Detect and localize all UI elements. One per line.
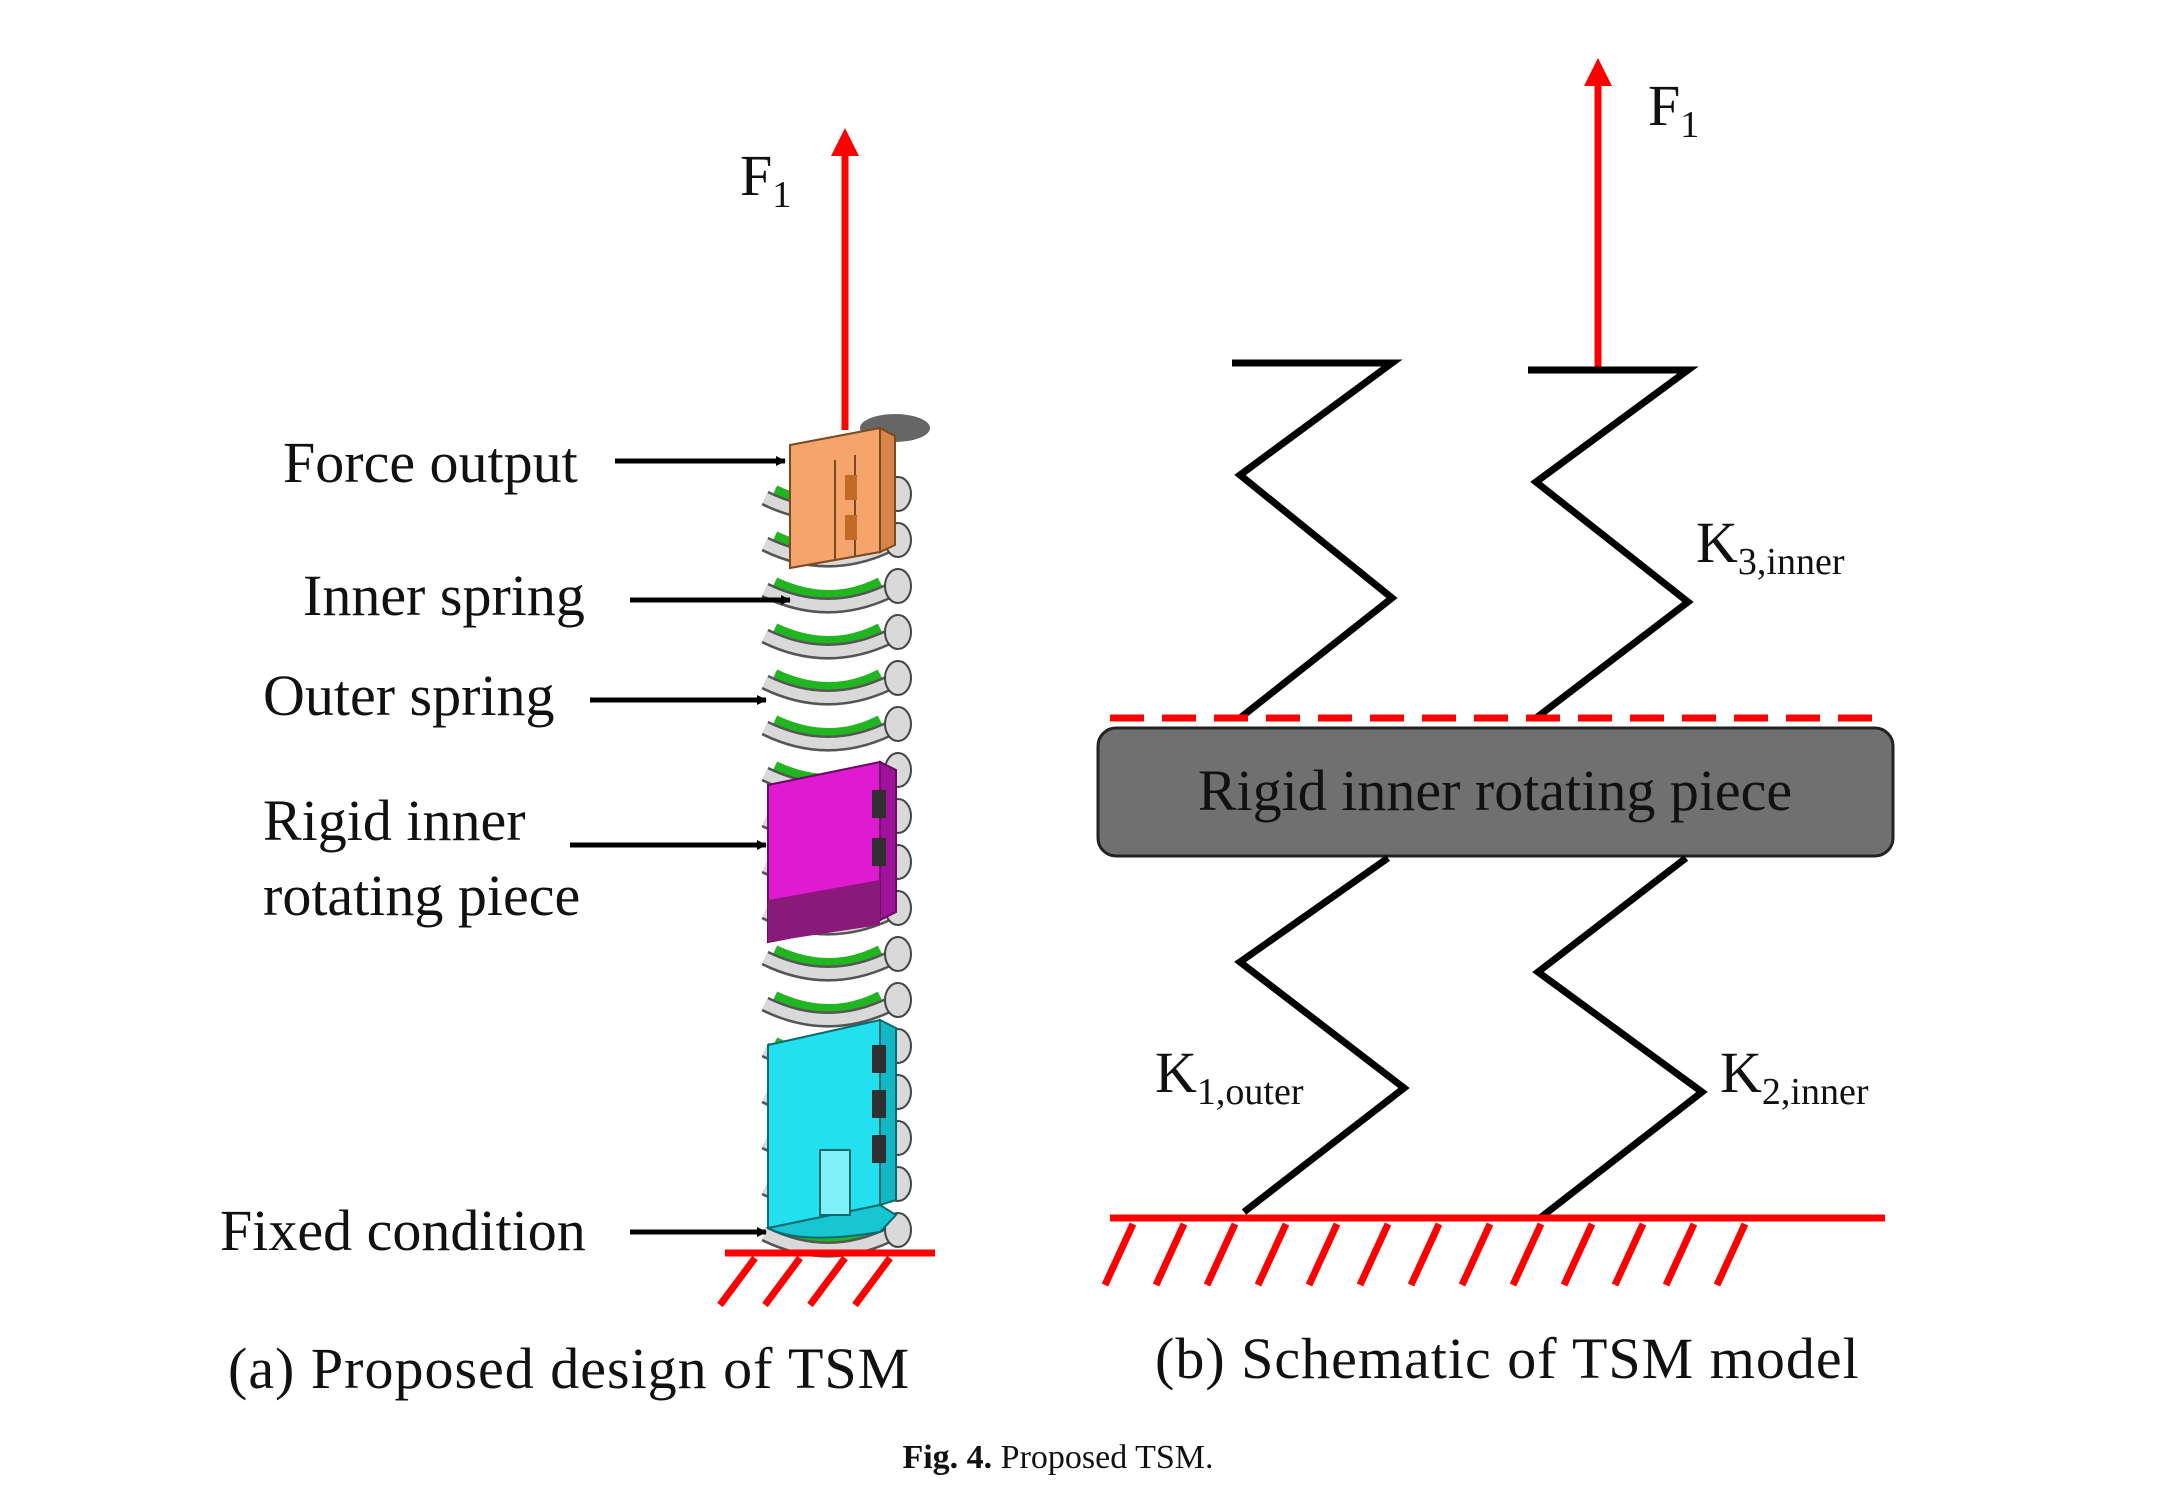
label-inner-spring: Inner spring: [303, 563, 585, 628]
ground-hatch: [1509, 1222, 1545, 1287]
spring-coil: [761, 614, 912, 660]
figure-caption: Fig. 4. Proposed TSM.: [902, 1439, 1213, 1476]
label-outer-spring: Outer spring: [263, 663, 555, 728]
rigid-piece-part: [767, 760, 897, 944]
rigid-block: [1096, 726, 1895, 858]
label-k2: K2,inner: [1720, 1040, 1869, 1113]
ground-b: [1101, 1214, 1885, 1287]
caption-b: (b) Schematic of TSM model: [1155, 1326, 1860, 1391]
rigid-block-label: Rigid inner rotating piece: [1198, 758, 1792, 823]
ground-hatch: [1560, 1222, 1596, 1287]
spring-coil: [761, 568, 912, 614]
ground-hatch: [1101, 1222, 1137, 1287]
fixed-part: [765, 1018, 898, 1239]
ground-hatch: [1203, 1222, 1239, 1287]
ground-hatch: [1305, 1222, 1341, 1287]
label-k3: K3,inner: [1696, 510, 1845, 583]
spring-k2: [1532, 855, 1708, 1221]
spring-coil: [761, 706, 912, 752]
label-rigid-line1: Rigid inner: [263, 788, 526, 853]
panel-a: F1: [220, 128, 935, 1401]
label-force-output: Force output: [283, 430, 578, 495]
spring-k3-right: [1528, 366, 1699, 721]
ground-hatch: [1662, 1222, 1698, 1287]
force-arrow-b: [1584, 58, 1612, 372]
spring-coil: [761, 982, 912, 1028]
label-rigid-line2: rotating piece: [263, 863, 580, 928]
spring-coil: [761, 936, 912, 982]
force-label-b: F1: [1648, 73, 1699, 146]
label-k1: K1,outer: [1155, 1040, 1304, 1113]
force-label-a: F1: [740, 143, 791, 216]
ground-hatch: [1458, 1222, 1494, 1287]
force-output-part: [789, 426, 896, 570]
force-arrow-a: [831, 128, 859, 430]
spring-stack: [761, 414, 930, 1258]
ground-hatch: [1407, 1222, 1443, 1287]
ground-hatch: [1713, 1222, 1749, 1287]
panel-b: F1 Rigid inner rotating piece K3,inner K…: [1096, 58, 1895, 1391]
ground-hatch: [1611, 1222, 1647, 1287]
ground-hatch: [1356, 1222, 1392, 1287]
ground-a: [717, 1249, 935, 1308]
caption-a: (a) Proposed design of TSM: [228, 1336, 910, 1401]
spring-coil: [761, 660, 912, 706]
ground-hatch: [1152, 1222, 1188, 1287]
spring-k3-left: [1232, 359, 1403, 721]
label-fixed-condition: Fixed condition: [220, 1198, 586, 1263]
spring-k1: [1234, 855, 1410, 1215]
ground-hatch: [1254, 1222, 1290, 1287]
pointer-arrows: [570, 456, 791, 1237]
